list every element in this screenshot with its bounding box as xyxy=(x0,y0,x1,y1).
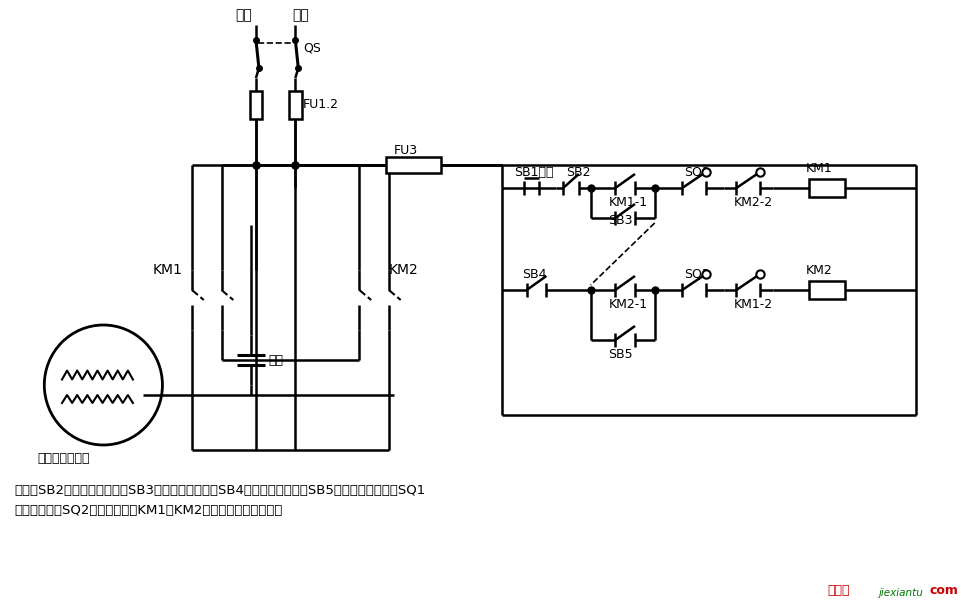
Text: KM1: KM1 xyxy=(804,161,831,175)
Text: SB2: SB2 xyxy=(565,166,590,178)
Text: FU1.2: FU1.2 xyxy=(303,99,339,111)
Text: 电容: 电容 xyxy=(268,353,283,367)
Text: jiexiantu: jiexiantu xyxy=(877,588,922,598)
Text: 接线图: 接线图 xyxy=(826,583,849,596)
Text: 说明：SB2为上升启动按钮，SB3为上升点动按钮，SB4为下降启动按钮，SB5为下降点动按钮；SQ1: 说明：SB2为上升启动按钮，SB3为上升点动按钮，SB4为下降启动按钮，SB5为… xyxy=(14,484,426,496)
Text: 火线: 火线 xyxy=(235,8,253,22)
Text: 零线: 零线 xyxy=(291,8,308,22)
Text: QS: QS xyxy=(303,41,321,54)
Text: FU3: FU3 xyxy=(393,144,417,157)
Text: KM2-1: KM2-1 xyxy=(607,298,647,311)
Text: KM1-2: KM1-2 xyxy=(732,298,772,311)
Text: SB3: SB3 xyxy=(607,214,632,227)
Text: SB1停止: SB1停止 xyxy=(513,166,553,178)
Text: com: com xyxy=(928,583,957,596)
Text: SB5: SB5 xyxy=(607,348,632,361)
Bar xyxy=(808,281,844,299)
Bar xyxy=(808,179,844,197)
Bar xyxy=(385,157,440,173)
Text: SB4: SB4 xyxy=(521,267,546,281)
Text: 为最高限位，SQ2为最低限位。KM1、KM2可用中间继电器代替。: 为最高限位，SQ2为最低限位。KM1、KM2可用中间继电器代替。 xyxy=(14,504,283,516)
Text: KM2: KM2 xyxy=(388,263,418,277)
Bar xyxy=(288,91,302,119)
Bar xyxy=(249,91,262,119)
Text: KM2: KM2 xyxy=(804,264,831,276)
Text: KM2-2: KM2-2 xyxy=(732,195,772,208)
Text: 单相电容电动机: 单相电容电动机 xyxy=(37,451,89,465)
Text: KM1: KM1 xyxy=(153,263,183,277)
Text: KM1-1: KM1-1 xyxy=(607,195,647,208)
Text: SQ2: SQ2 xyxy=(683,267,709,281)
Text: SQ1: SQ1 xyxy=(683,166,709,178)
